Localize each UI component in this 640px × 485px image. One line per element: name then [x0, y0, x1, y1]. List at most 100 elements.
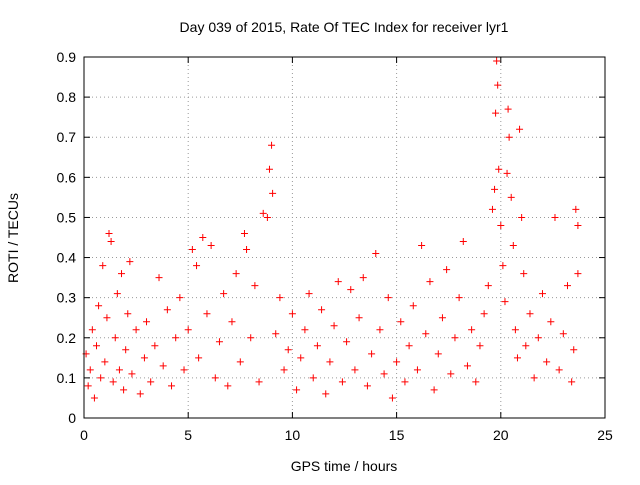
data-point — [305, 290, 313, 298]
data-point — [559, 330, 567, 338]
data-point — [447, 370, 455, 378]
data-point — [347, 286, 355, 294]
data-point — [293, 386, 301, 394]
data-point — [228, 318, 236, 326]
y-tick-label: 0.2 — [57, 330, 77, 346]
data-point — [297, 354, 305, 362]
data-point — [520, 270, 528, 278]
data-point — [493, 57, 501, 65]
data-point — [397, 318, 405, 326]
data-point — [132, 326, 140, 334]
data-point — [507, 193, 515, 201]
data-point — [211, 374, 219, 382]
y-tick-label: 0.6 — [57, 169, 77, 185]
y-axis-label: ROTI / TECUs — [5, 193, 21, 283]
data-point — [497, 221, 505, 229]
y-tick-label: 0.1 — [57, 370, 77, 386]
data-point — [351, 366, 359, 374]
data-point — [472, 378, 480, 386]
data-point — [268, 141, 276, 149]
x-tick-label: 5 — [184, 427, 192, 443]
data-point — [151, 342, 159, 350]
data-point — [159, 362, 167, 370]
data-point — [363, 382, 371, 390]
data-point — [136, 390, 144, 398]
x-tick-label: 10 — [285, 427, 301, 443]
data-point — [405, 342, 413, 350]
data-point — [120, 386, 128, 394]
data-point — [143, 318, 151, 326]
data-point — [574, 221, 582, 229]
data-point — [468, 326, 476, 334]
data-point — [451, 334, 459, 342]
data-point — [413, 366, 421, 374]
data-point — [255, 378, 263, 386]
x-tick-label: 0 — [80, 427, 88, 443]
y-tick-label: 0.3 — [57, 290, 77, 306]
data-point — [455, 294, 463, 302]
y-tick-label: 0.5 — [57, 209, 77, 225]
data-point — [184, 326, 192, 334]
data-point — [128, 370, 136, 378]
data-point — [494, 81, 502, 89]
data-point — [326, 358, 334, 366]
data-point — [90, 394, 98, 402]
data-point — [459, 238, 467, 246]
data-point — [338, 378, 346, 386]
data-point — [393, 358, 401, 366]
y-tick-label: 0.8 — [57, 89, 77, 105]
data-point — [505, 133, 513, 141]
data-point — [111, 334, 119, 342]
data-point — [422, 330, 430, 338]
data-point — [140, 354, 148, 362]
data-point — [443, 266, 451, 274]
data-point — [434, 350, 442, 358]
data-point — [240, 229, 248, 237]
data-point — [380, 370, 388, 378]
data-point — [488, 205, 496, 213]
data-point — [551, 213, 559, 221]
data-point — [572, 205, 580, 213]
data-point — [118, 270, 126, 278]
data-point — [207, 242, 215, 250]
data-point — [495, 165, 503, 173]
data-point — [538, 290, 546, 298]
data-point — [280, 366, 288, 374]
x-axis-label: GPS time / hours — [291, 458, 398, 474]
data-point — [491, 185, 499, 193]
data-point — [236, 358, 244, 366]
data-point — [570, 346, 578, 354]
data-point — [163, 306, 171, 314]
data-point — [484, 282, 492, 290]
data-point — [476, 342, 484, 350]
data-point — [97, 374, 105, 382]
data-point — [438, 314, 446, 322]
data-point — [499, 262, 507, 270]
data-point — [93, 342, 101, 350]
data-point — [276, 294, 284, 302]
data-point — [463, 362, 471, 370]
data-point — [105, 229, 113, 237]
data-point — [555, 366, 563, 374]
data-point — [176, 294, 184, 302]
data-point — [88, 326, 96, 334]
data-point — [388, 394, 396, 402]
data-point — [384, 294, 392, 302]
data-point — [288, 310, 296, 318]
data-point — [155, 274, 163, 282]
data-point — [99, 262, 107, 270]
plot-area-frame — [83, 56, 606, 419]
data-point — [355, 314, 363, 322]
data-point — [480, 310, 488, 318]
data-point — [409, 302, 417, 310]
data-point — [172, 334, 180, 342]
data-point — [568, 378, 576, 386]
data-point — [263, 213, 271, 221]
data-point — [180, 366, 188, 374]
data-point — [504, 105, 512, 113]
data-point — [376, 326, 384, 334]
data-point — [126, 258, 134, 266]
data-point — [563, 282, 571, 290]
